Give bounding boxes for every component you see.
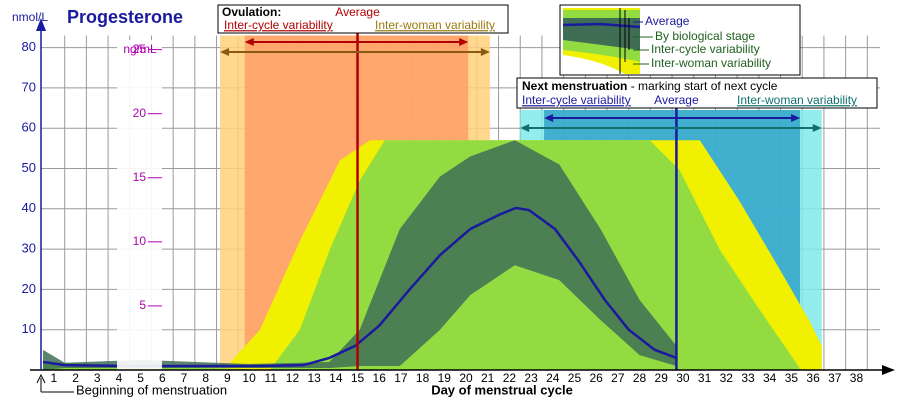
x-tick-label: 35 xyxy=(785,371,799,385)
x-tick-label: 30 xyxy=(676,371,690,385)
ovulation-inter-woman-label: Inter-woman variability xyxy=(375,18,495,32)
x-tick-label: 36 xyxy=(806,371,820,385)
x-tick-label: 13 xyxy=(307,371,321,385)
x-tick-label: 1 xyxy=(51,371,58,385)
x-tick-label: 25 xyxy=(568,371,582,385)
x-tick-label: 4 xyxy=(116,371,123,385)
menstruation-average-label: Average xyxy=(654,93,699,107)
menstruation-inter-woman-label: Inter-woman variability xyxy=(737,93,857,107)
variability-band xyxy=(43,140,677,370)
x-axis-arrow xyxy=(882,365,895,375)
x-tick-label: 27 xyxy=(611,371,625,385)
x-tick-label: 38 xyxy=(850,371,864,385)
y-tick-label: 50 xyxy=(22,160,36,175)
menstruation-box xyxy=(516,77,878,109)
x-tick-label: 24 xyxy=(546,371,560,385)
ovulation-box xyxy=(217,4,509,34)
ovulation-average-label: Average xyxy=(335,5,380,19)
y2-axis-label: ng/mL xyxy=(123,42,157,56)
chart-title: Progesterone xyxy=(67,7,183,27)
x-tick-label: 32 xyxy=(720,371,734,385)
x-tick-label: 20 xyxy=(459,371,473,385)
x-tick-label: 34 xyxy=(763,371,777,385)
x-tick-label: 14 xyxy=(329,371,343,385)
x-tick-label: 9 xyxy=(224,371,231,385)
y-tick-label: 30 xyxy=(22,241,36,256)
y2-tick-label: 20 xyxy=(133,106,147,120)
x-tick-label: 33 xyxy=(741,371,755,385)
x-tick-label: 26 xyxy=(589,371,603,385)
x-tick-label: 11 xyxy=(265,371,278,385)
menstruation-title: Next menstruation xyxy=(522,79,627,93)
x-tick-label: 7 xyxy=(181,371,188,385)
x-tick-label: 17 xyxy=(394,371,408,385)
legend-label: Inter-woman variability xyxy=(651,56,771,70)
x-tick-label: 5 xyxy=(137,371,144,385)
x-tick-label: 28 xyxy=(633,371,647,385)
x-tick-label: 23 xyxy=(524,371,538,385)
legend-pointers xyxy=(619,8,630,74)
y-axis-arrow xyxy=(36,18,46,31)
y2-tick-label: 15 xyxy=(133,170,147,184)
x-tick-label: 18 xyxy=(416,371,430,385)
x-tick-label: 31 xyxy=(698,371,712,385)
x-tick-label: 6 xyxy=(159,371,166,385)
x-tick-label: 21 xyxy=(481,371,495,385)
y2-tick-label: 25 xyxy=(133,42,147,56)
x-tick-label: 8 xyxy=(202,371,209,385)
secondary-axis-panel xyxy=(117,40,162,370)
x-axis-label: Day of menstrual cycle xyxy=(431,382,573,397)
start-label: Beginning of menstruation xyxy=(76,382,227,397)
ovulation-title: Ovulation: xyxy=(222,5,281,19)
y-tick-label: 20 xyxy=(22,281,36,296)
menstruation-inter-cycle-label: Inter-cycle variability xyxy=(522,93,631,107)
legend-swatch xyxy=(562,22,641,29)
x-tick-label: 29 xyxy=(655,371,669,385)
average-line xyxy=(42,206,677,368)
legend-label: Average xyxy=(645,14,690,28)
x-tick-label: 10 xyxy=(242,371,256,385)
x-tick-label: 15 xyxy=(351,371,365,385)
x-tick-label: 37 xyxy=(828,371,842,385)
y-axis-label: nmol/L xyxy=(12,10,48,24)
y2-tick-label: 5 xyxy=(139,298,146,312)
y-tick-label: 10 xyxy=(22,321,36,336)
y-tick-label: 70 xyxy=(22,79,36,94)
legend-label: By biological stage xyxy=(655,29,755,43)
y-tick-label: 40 xyxy=(22,200,36,215)
x-tick-label: 16 xyxy=(373,371,387,385)
y-tick-label: 60 xyxy=(22,120,36,135)
start-marker xyxy=(36,373,74,393)
menstruation-subtitle: - marking start of next cycle xyxy=(627,79,777,93)
y-tick-label: 80 xyxy=(22,39,36,54)
x-tick-label: 22 xyxy=(503,371,517,385)
x-tick-label: 19 xyxy=(438,371,452,385)
x-tick-label: 3 xyxy=(94,371,101,385)
legend-label: Inter-cycle variability xyxy=(651,42,760,56)
y2-tick-label: 10 xyxy=(133,234,147,248)
x-tick-label: 2 xyxy=(72,371,79,385)
ovulation-inter-cycle-label: Inter-cycle variability xyxy=(224,18,333,32)
x-tick-label: 12 xyxy=(286,371,300,385)
